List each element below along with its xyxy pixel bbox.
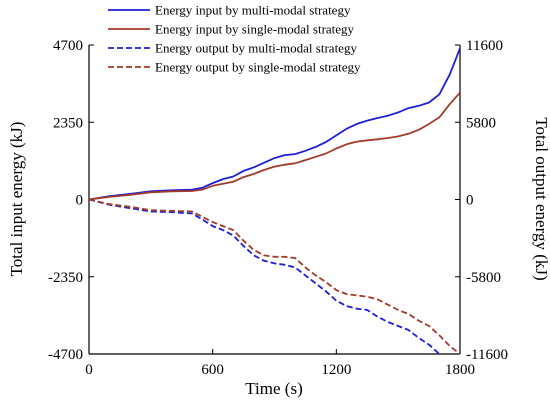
series-line-3 [89,198,441,354]
legend-label: Energy input by multi-modal strategy [155,3,351,18]
x-ticks: 0 600 1200 1800 [85,349,475,378]
series-line-1 [89,47,460,201]
x-tick-label: 600 [201,362,224,378]
left-tick-label: 2350 [53,115,83,131]
right-axis-title: Total output energy (kJ) [532,117,550,280]
series-line-4 [89,198,460,354]
right-ticks: 11600 5800 0 -5800 -11600 [455,38,508,363]
legend: Energy input by multi-modal strategy Ener… [108,3,361,75]
right-tick-label: 11600 [466,38,503,54]
right-tick-label: 5800 [466,115,496,131]
x-axis-title: Time (s) [245,379,302,398]
right-tick-label: 0 [466,193,474,209]
left-ticks: 4700 2350 0 -2350 -4700 [48,38,94,363]
left-tick-label: -4700 [48,347,83,363]
left-tick-label: 0 [76,193,84,209]
series-lines [89,47,460,354]
x-tick-label: 1800 [445,362,475,378]
x-tick-label: 0 [85,362,93,378]
right-tick-label: -5800 [466,270,501,286]
legend-label: Energy input by single-modal strategy [155,22,355,37]
right-tick-label: -11600 [466,347,508,363]
series-line-2 [89,92,460,201]
left-tick-label: -2350 [48,270,83,286]
legend-label: Energy output by multi-modal strategy [155,41,357,56]
legend-label: Energy output by single-modal strategy [155,60,361,75]
left-tick-label: 4700 [53,38,83,54]
left-axis-title: Total input energy (kJ) [7,122,26,277]
x-tick-label: 1200 [321,362,351,378]
